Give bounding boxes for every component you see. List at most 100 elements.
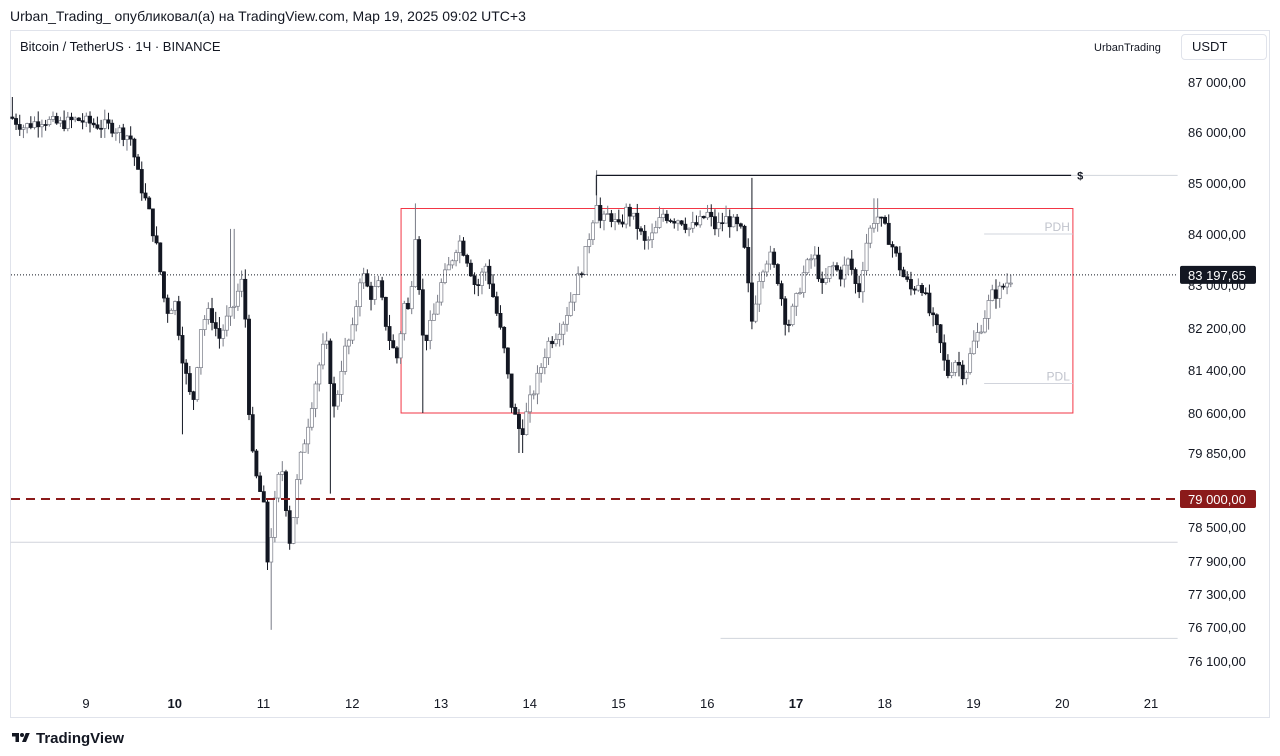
candle	[158, 242, 163, 275]
candle	[746, 238, 751, 293]
candle-body	[816, 254, 821, 280]
time-axis: 9 10 11 12 13 14 15 16 17 18 19 20 21	[82, 696, 1158, 711]
candle-body	[468, 262, 473, 277]
range-box[interactable]	[400, 208, 1074, 414]
candle-body	[716, 222, 721, 230]
symbol-title[interactable]: Bitcoin / TetherUS · 1Ч · BINANCE	[20, 39, 221, 54]
candle-body	[136, 156, 141, 170]
candle	[413, 203, 418, 288]
candle	[443, 263, 447, 285]
candle-body	[664, 213, 669, 221]
candle-body	[539, 367, 544, 374]
candle	[73, 116, 78, 123]
candle	[971, 330, 976, 355]
candle	[565, 306, 569, 332]
candle-body	[720, 222, 725, 225]
candle-body	[875, 216, 880, 224]
candle	[694, 215, 699, 227]
candle-body	[450, 260, 455, 266]
candle-body	[986, 300, 991, 319]
candle	[524, 402, 529, 436]
candle	[986, 294, 991, 330]
candle	[701, 215, 706, 220]
candle-body	[731, 216, 736, 228]
candle	[609, 209, 614, 228]
candle-body	[639, 228, 643, 232]
candle-body	[198, 329, 203, 368]
support-price-badge-bg	[1180, 490, 1256, 508]
candle-body	[284, 471, 288, 511]
candle	[927, 284, 932, 317]
candle-body	[491, 283, 496, 298]
candle	[931, 307, 936, 327]
candle	[169, 308, 174, 314]
support-price-badge: 79 000,00	[1188, 492, 1246, 507]
candle	[605, 205, 610, 215]
candle	[809, 254, 814, 269]
candle	[720, 212, 725, 232]
chart-frame[interactable]	[10, 30, 1270, 718]
candle	[849, 250, 854, 275]
candle	[775, 263, 780, 286]
candle	[812, 246, 817, 267]
candle	[657, 206, 662, 229]
candle-body	[668, 220, 673, 222]
liquidity-label: $	[1077, 170, 1083, 182]
candle	[498, 305, 503, 330]
candle	[901, 266, 906, 278]
y-tick-label: 81 400,00	[1188, 363, 1246, 378]
candle	[228, 228, 233, 326]
candle-body	[705, 211, 710, 219]
candle	[627, 203, 632, 227]
author-watermark: UrbanTrading	[1094, 42, 1161, 54]
candle	[786, 319, 791, 333]
candle-body	[657, 217, 662, 228]
candle	[761, 269, 765, 289]
currency-button[interactable]: USDT	[1181, 34, 1267, 60]
candle	[716, 212, 721, 237]
candle	[51, 111, 55, 122]
candle	[250, 406, 255, 453]
candle	[132, 137, 137, 166]
candle	[269, 528, 274, 630]
candle-body	[994, 289, 998, 299]
candle	[883, 215, 887, 225]
candle-body	[938, 324, 943, 344]
candle-body	[979, 331, 984, 334]
candle	[302, 439, 307, 453]
candle-body	[461, 240, 466, 256]
candle-body	[883, 216, 887, 224]
candle-body	[746, 247, 751, 284]
candle-body	[383, 296, 388, 327]
x-tick-label: 9	[82, 696, 89, 711]
candle-body	[945, 359, 950, 376]
candle-body	[901, 269, 906, 278]
candle	[84, 112, 89, 128]
tradingview-logo[interactable]: TradingView	[10, 728, 124, 748]
candle-body	[202, 319, 207, 330]
y-tick-label: 76 100,00	[1188, 654, 1246, 669]
candle-body	[568, 301, 573, 316]
y-tick-label: 78 500,00	[1188, 520, 1246, 535]
candle	[154, 226, 159, 245]
candle	[380, 276, 385, 301]
y-tick-label: 77 900,00	[1188, 554, 1246, 569]
candle-body	[494, 296, 499, 314]
candle	[753, 295, 758, 324]
candle-body	[239, 278, 244, 292]
candle-body	[794, 293, 799, 307]
candle	[938, 323, 943, 353]
candle	[561, 321, 566, 346]
candle-body	[982, 318, 987, 333]
x-tick-label: 14	[523, 696, 537, 711]
candle-body	[616, 219, 621, 223]
candle-body	[842, 264, 847, 280]
candle	[886, 214, 891, 245]
candle	[165, 294, 170, 323]
candle-body	[853, 269, 858, 284]
candle	[17, 114, 22, 136]
candle	[184, 359, 189, 385]
candle	[772, 248, 777, 268]
candle	[1008, 274, 1013, 288]
